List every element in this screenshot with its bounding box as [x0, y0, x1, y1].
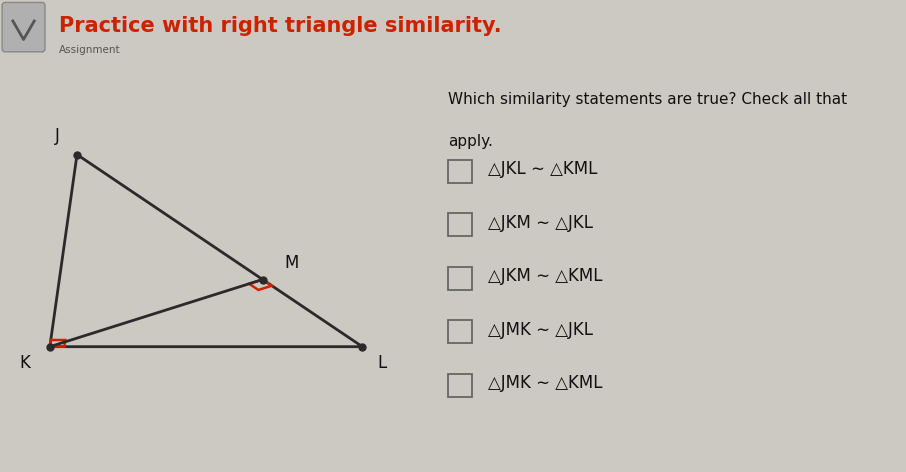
- Text: Practice with right triangle similarity.: Practice with right triangle similarity.: [59, 16, 502, 36]
- Text: apply.: apply.: [448, 134, 494, 149]
- FancyBboxPatch shape: [2, 2, 45, 52]
- Text: △JMK ∼ △KML: △JMK ∼ △KML: [488, 374, 602, 392]
- Text: L: L: [378, 354, 387, 372]
- Text: M: M: [284, 254, 299, 272]
- Text: Assignment: Assignment: [59, 45, 120, 55]
- Bar: [448, 320, 472, 343]
- Bar: [448, 213, 472, 236]
- Text: △JKM ∼ △KML: △JKM ∼ △KML: [488, 267, 602, 285]
- Text: Which similarity statements are true? Check all that: Which similarity statements are true? Ch…: [448, 92, 848, 107]
- Text: △JKM ∼ △JKL: △JKM ∼ △JKL: [488, 214, 593, 232]
- Text: K: K: [19, 354, 30, 372]
- Bar: [448, 374, 472, 396]
- Bar: [448, 160, 472, 183]
- Bar: [448, 267, 472, 290]
- Text: △JMK ∼ △JKL: △JMK ∼ △JKL: [488, 320, 593, 338]
- Text: J: J: [54, 127, 60, 145]
- Text: △JKL ∼ △KML: △JKL ∼ △KML: [488, 160, 598, 178]
